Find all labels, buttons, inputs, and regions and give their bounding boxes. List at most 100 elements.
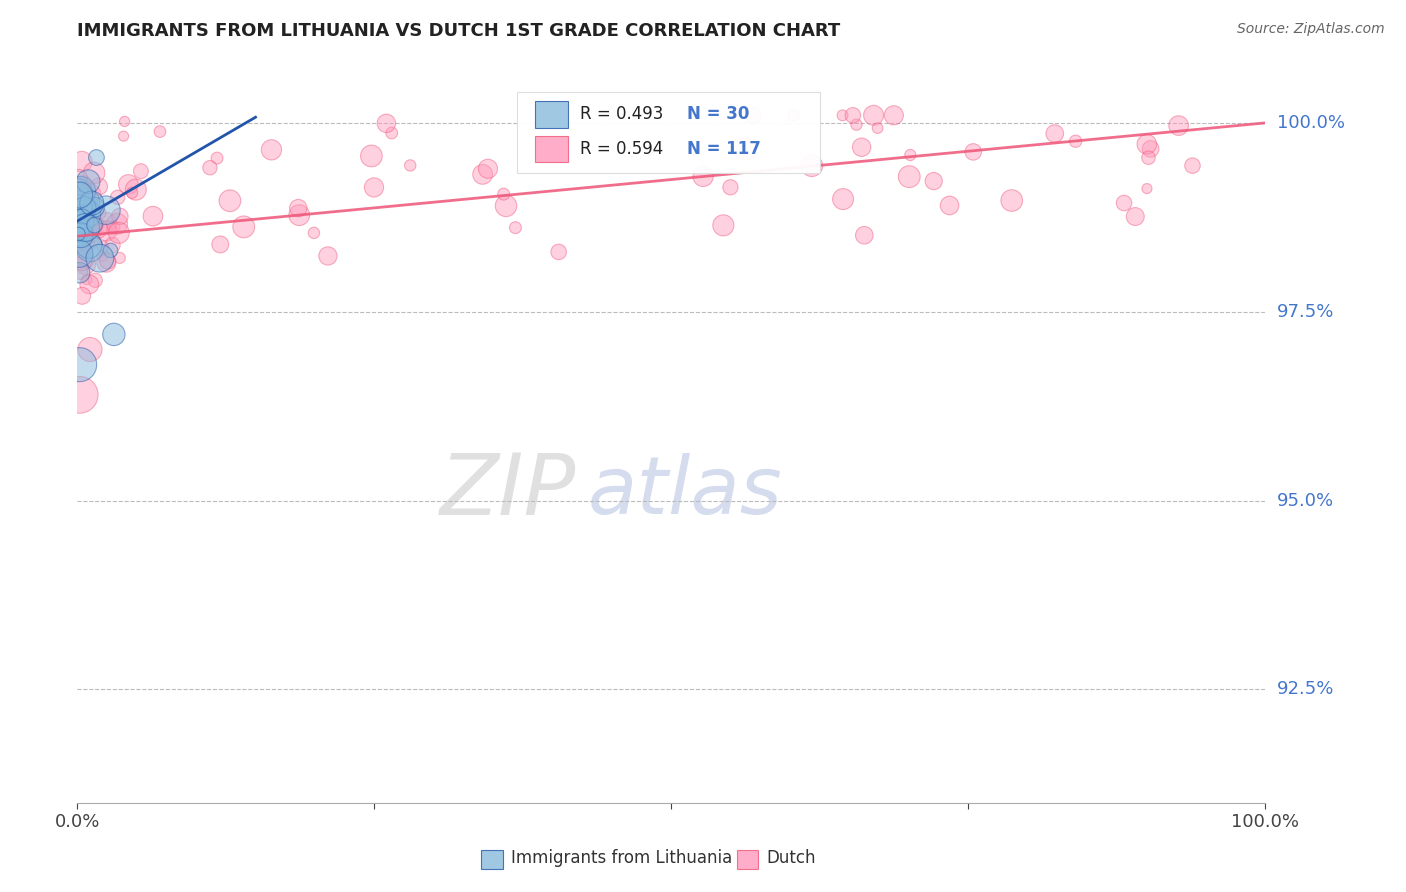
Point	[495, 199, 517, 213]
Point	[711, 219, 734, 233]
Point	[107, 190, 129, 204]
Point	[69, 265, 91, 279]
Point	[66, 182, 89, 196]
Point	[105, 217, 128, 231]
Point	[80, 226, 103, 240]
Point	[73, 211, 96, 226]
Point	[360, 149, 382, 163]
Point	[67, 227, 90, 241]
Point	[86, 151, 108, 165]
Point	[1181, 159, 1204, 173]
Point	[69, 388, 91, 402]
Point	[70, 289, 93, 303]
Text: N = 30: N = 30	[686, 105, 749, 123]
Point	[94, 203, 117, 218]
Text: R = 0.594: R = 0.594	[579, 140, 664, 158]
Point	[79, 217, 101, 231]
Point	[883, 108, 905, 122]
Text: R = 0.493: R = 0.493	[579, 105, 664, 123]
Point	[73, 252, 96, 266]
Point	[96, 255, 118, 269]
Point	[103, 327, 125, 342]
Point	[69, 184, 91, 198]
Point	[67, 188, 90, 202]
Point	[80, 196, 103, 211]
Point	[72, 216, 94, 230]
Text: IMMIGRANTS FROM LITHUANIA VS DUTCH 1ST GRADE CORRELATION CHART: IMMIGRANTS FROM LITHUANIA VS DUTCH 1ST G…	[77, 22, 841, 40]
Point	[800, 159, 823, 173]
Point	[121, 186, 143, 200]
Point	[866, 121, 889, 136]
Text: Dutch: Dutch	[766, 849, 815, 867]
Point	[103, 219, 125, 234]
Point	[72, 220, 94, 235]
Text: Source: ZipAtlas.com: Source: ZipAtlas.com	[1237, 22, 1385, 37]
Point	[938, 198, 960, 212]
Point	[76, 234, 98, 248]
Point	[1137, 151, 1160, 165]
Point	[117, 178, 139, 192]
Point	[232, 219, 254, 234]
Point	[96, 216, 118, 230]
Point	[316, 249, 339, 263]
Point	[492, 187, 515, 202]
Point	[898, 169, 921, 184]
Point	[125, 183, 148, 197]
Point	[75, 207, 97, 221]
Point	[692, 169, 714, 184]
Point	[77, 238, 100, 252]
Point	[91, 240, 114, 254]
Point	[72, 184, 94, 198]
Point	[107, 226, 129, 240]
Point	[67, 215, 90, 229]
Point	[1112, 196, 1135, 211]
Point	[76, 197, 98, 211]
Point	[831, 108, 853, 122]
Point	[477, 161, 499, 176]
Point	[287, 201, 309, 215]
Point	[962, 145, 984, 159]
Point	[898, 148, 921, 162]
Point	[96, 224, 118, 238]
Point	[79, 220, 101, 235]
Point	[209, 237, 232, 252]
Point	[67, 192, 90, 206]
Point	[851, 140, 873, 154]
Point	[845, 118, 868, 132]
Point	[101, 238, 124, 252]
Point	[1167, 119, 1189, 133]
Point	[67, 171, 90, 186]
Point	[89, 251, 111, 265]
Point	[142, 209, 165, 223]
Text: Immigrants from Lithuania: Immigrants from Lithuania	[510, 849, 733, 867]
Point	[79, 209, 101, 223]
Point	[73, 238, 96, 252]
Point	[67, 246, 90, 260]
Point	[91, 249, 114, 263]
Text: N = 117: N = 117	[686, 140, 761, 158]
Point	[1123, 210, 1146, 224]
Point	[77, 175, 100, 189]
Point	[219, 194, 242, 208]
Point	[84, 217, 107, 231]
FancyBboxPatch shape	[517, 92, 820, 173]
Point	[75, 220, 97, 235]
Point	[471, 167, 494, 181]
Point	[375, 116, 398, 130]
Point	[73, 219, 96, 234]
Point	[70, 223, 93, 237]
FancyBboxPatch shape	[737, 850, 758, 870]
Point	[149, 125, 172, 139]
Point	[67, 230, 90, 244]
Point	[79, 277, 101, 292]
Text: 92.5%: 92.5%	[1277, 681, 1334, 698]
Point	[108, 210, 131, 224]
Point	[70, 182, 93, 196]
Point	[67, 225, 90, 239]
Text: 95.0%: 95.0%	[1277, 491, 1334, 509]
Point	[741, 108, 763, 122]
Point	[853, 228, 876, 243]
Point	[75, 236, 97, 251]
Point	[69, 358, 91, 372]
Point	[842, 108, 865, 122]
